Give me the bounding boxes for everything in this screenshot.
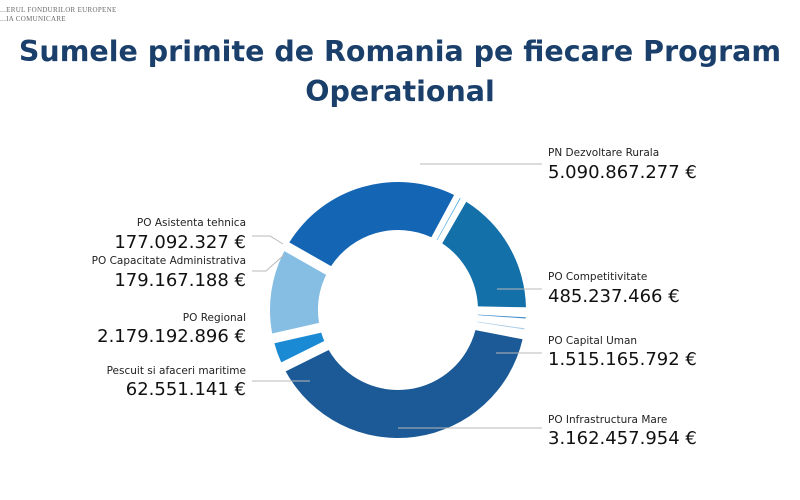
slice-label-name: PO Competitivitate	[548, 271, 647, 283]
donut-slice-5	[436, 197, 461, 241]
donut-slice-6	[442, 201, 526, 308]
chart-title-line-1: Sumele primite de Romania pe fiecare Pro…	[18, 35, 782, 68]
donut-slice-4	[289, 181, 455, 267]
slice-label-value: 1.515.165.792 €	[548, 349, 697, 370]
donut-slice-7	[477, 314, 526, 319]
leader-lines	[252, 163, 542, 429]
donut-slice-1	[285, 330, 523, 438]
slice-label-value: 5.090.867.277 €	[548, 162, 697, 183]
slice-label-value: 62.551.141 €	[126, 379, 246, 400]
donut-slice-8	[477, 321, 525, 330]
slice-label-value: 485.237.466 €	[548, 286, 680, 307]
chart-title-line-2: Operational	[305, 75, 495, 108]
slice-label-name: PO Capital Uman	[548, 335, 637, 347]
ministry-logo: ...ERUL FONDURILOR EUROPENE ...IA COMUNI…	[0, 6, 117, 24]
slice-label-value: 2.179.192.896 €	[97, 326, 246, 347]
slice-label-name: Pescuit si afaceri maritime	[107, 365, 246, 377]
slice-label-name: PN Dezvoltare Rurala	[548, 147, 659, 159]
donut-slice-2	[274, 332, 325, 363]
slice-label-value: 3.162.457.954 €	[548, 428, 697, 449]
logo-line-2: ...IA COMUNICARE	[0, 15, 66, 23]
slice-labels: PN Dezvoltare Rurala 5.090.867.277 € PO Co…	[92, 147, 697, 449]
donut-slice-3	[270, 251, 327, 334]
slice-label-name: PO Infrastructura Mare	[548, 414, 667, 426]
leader-line-7	[252, 254, 285, 272]
chart-title: Sumele primite de Romania pe fiecare Pro…	[0, 32, 800, 112]
slice-label-name: PO Asistenta tehnica	[137, 217, 246, 229]
slice-label-value: 179.167.188 €	[114, 270, 246, 291]
logo-line-1: ...ERUL FONDURILOR EUROPENE	[0, 6, 117, 14]
slice-label-name: PO Capacitate Administrativa	[92, 255, 246, 267]
leader-line-8	[252, 235, 284, 245]
slice-label-name: PO Regional	[183, 312, 246, 324]
donut-slices	[270, 181, 526, 438]
slice-label-value: 177.092.327 €	[114, 232, 246, 253]
